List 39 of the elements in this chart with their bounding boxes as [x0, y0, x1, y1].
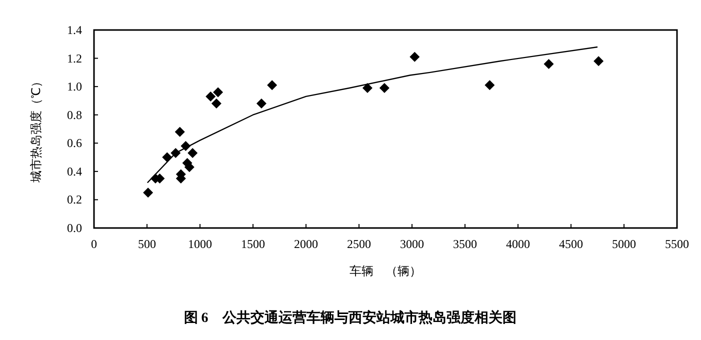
- point: [594, 56, 604, 66]
- point: [143, 188, 154, 198]
- point: [162, 152, 172, 162]
- x-tick-label: 1500: [241, 237, 265, 251]
- y-axis-title: 城市热岛强度（℃）: [29, 76, 43, 184]
- x-tick-label: 500: [138, 237, 156, 251]
- x-tick-label: 0: [91, 237, 97, 251]
- point: [188, 148, 198, 158]
- line-series: [146, 46, 598, 184]
- point: [267, 80, 278, 90]
- point: [484, 80, 495, 90]
- point: [213, 87, 224, 98]
- point: [206, 91, 216, 102]
- y-tick-label: 0.6: [67, 136, 82, 150]
- x-tick-label: 3000: [400, 237, 424, 251]
- text: 图 6 公共交通运营车辆与西安站城市热岛强度相关图: [184, 309, 516, 326]
- x-tick-label: 2000: [294, 237, 318, 251]
- y-tick-label: 0.2: [67, 192, 82, 207]
- x-tick-label: 4000: [506, 237, 530, 251]
- x-tick-label: 5000: [612, 237, 636, 251]
- point: [362, 82, 372, 93]
- x-tick-label: 2500: [347, 237, 371, 251]
- x-tick-label: 3500: [453, 237, 477, 251]
- point: [379, 82, 390, 93]
- x-tick-label: 5500: [665, 237, 689, 251]
- x-tick-label: 4500: [559, 237, 583, 251]
- y-tick-label: 1.0: [67, 80, 82, 94]
- point: [211, 98, 222, 109]
- y-tick-label: 0.4: [67, 164, 82, 178]
- point: [544, 58, 554, 69]
- y-tick-label: 0.0: [67, 221, 82, 235]
- point: [174, 126, 185, 137]
- y-tick-label: 1.4: [67, 23, 82, 37]
- x-axis-title: 车辆 （辆）: [350, 264, 422, 278]
- point: [256, 98, 266, 109]
- x-tick-label: 1000: [188, 237, 212, 251]
- y-tick-label: 0.8: [67, 108, 82, 122]
- point: [410, 52, 420, 62]
- y-tick-label: 1.2: [67, 51, 82, 66]
